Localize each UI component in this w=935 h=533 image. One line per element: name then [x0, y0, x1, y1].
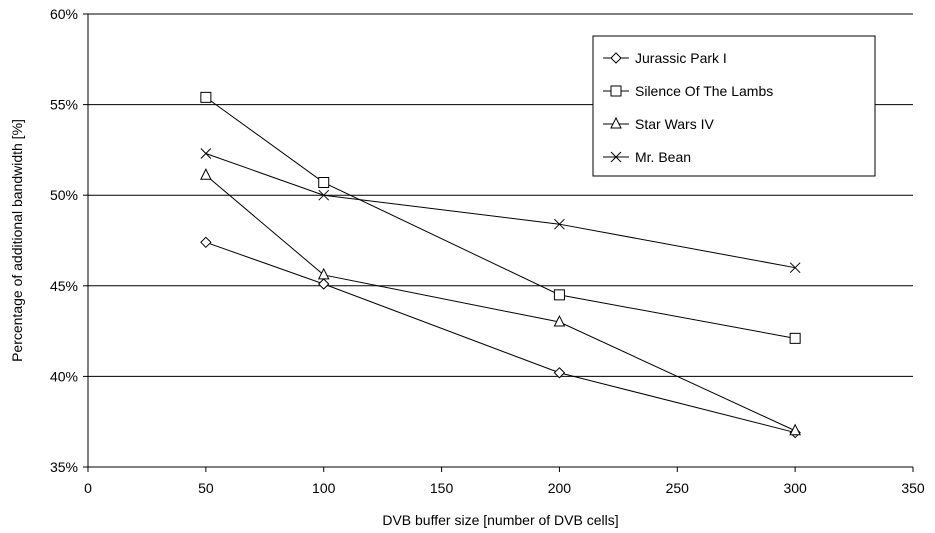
data-point-square — [318, 177, 330, 189]
x-tick-label: 0 — [84, 480, 92, 496]
data-point-triangle — [789, 423, 801, 436]
legend-label: Mr. Bean — [635, 149, 691, 165]
data-point-triangle — [553, 314, 566, 327]
series-1 — [200, 91, 801, 344]
series-line — [205, 96, 796, 339]
y-tick-label: 60% — [50, 6, 78, 22]
legend-item: Jurassic Park I — [603, 50, 727, 66]
series-0 — [200, 236, 801, 439]
x-tick-label: 300 — [783, 480, 807, 496]
series-line — [205, 153, 796, 269]
legend-item: Silence Of The Lambs — [603, 83, 773, 99]
data-point-diamond — [200, 236, 212, 249]
series-group — [200, 91, 801, 439]
legend-marker-diamond — [610, 52, 622, 64]
data-point-x — [554, 218, 565, 230]
y-tick-label: 45% — [50, 278, 78, 294]
x-axis-title: DVB buffer size [number of DVB cells] — [382, 512, 618, 528]
data-point-square — [789, 332, 801, 344]
y-tick-label: 55% — [50, 97, 78, 113]
legend-label: Star Wars IV — [635, 116, 714, 132]
x-tick-label: 200 — [548, 480, 572, 496]
y-tick-label: 50% — [50, 187, 78, 203]
series-3 — [200, 148, 801, 274]
legend-label: Silence Of The Lambs — [635, 83, 773, 99]
legend-marker-x — [610, 151, 622, 163]
series-2 — [200, 168, 801, 436]
data-point-triangle — [200, 168, 212, 180]
y-tick-label: 35% — [50, 459, 78, 475]
legend-marker-square — [610, 85, 622, 97]
legend-marker-triangle — [610, 116, 622, 129]
data-point-square — [553, 289, 565, 301]
x-tick-label: 350 — [901, 480, 925, 496]
x-tick-label: 100 — [312, 480, 336, 496]
y-tick-label: 40% — [50, 368, 78, 384]
data-point-square — [200, 91, 212, 103]
data-point-x — [318, 189, 330, 201]
data-point-x — [789, 262, 801, 274]
legend-item: Star Wars IV — [603, 116, 714, 132]
legend: Jurassic Park I Silence Of The Lambs Star … — [592, 35, 876, 177]
legend-label: Jurassic Park I — [635, 50, 727, 66]
legend-item: Mr. Bean — [603, 149, 691, 165]
x-tick-label: 50 — [198, 480, 214, 496]
data-point-triangle — [317, 267, 330, 280]
axes: 35% 40% 45% 50% 55% 60% 0 50 100 150 200 250 300 350 — [50, 6, 925, 496]
series-line — [205, 174, 796, 432]
data-point-diamond — [553, 367, 566, 379]
x-tick-label: 250 — [666, 480, 690, 496]
y-axis-title: Percentage of additional bandwidth [%] — [9, 119, 25, 362]
x-tick-label: 150 — [430, 480, 454, 496]
legend-box — [592, 35, 876, 177]
data-point-x — [200, 148, 212, 159]
series-line — [205, 241, 796, 434]
data-point-diamond — [318, 278, 330, 290]
